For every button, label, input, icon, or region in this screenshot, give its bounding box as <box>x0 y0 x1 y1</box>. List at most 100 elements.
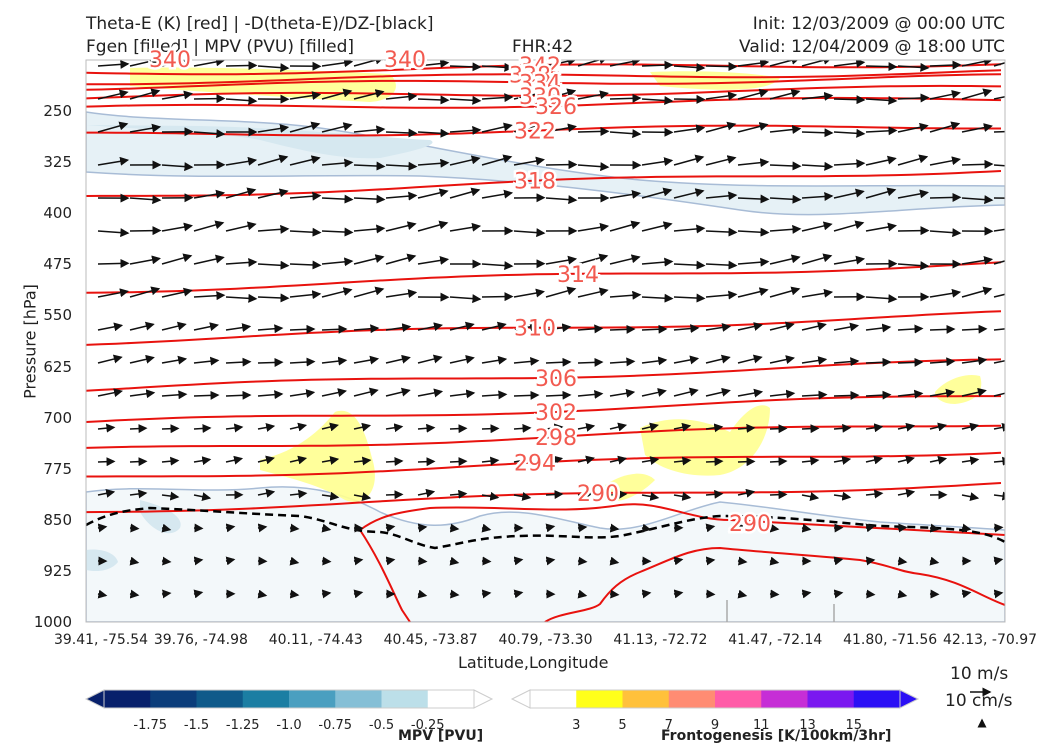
wind-vector <box>481 189 514 199</box>
wind-vector <box>737 60 770 68</box>
wind-vector <box>865 589 876 599</box>
wind-vector <box>641 157 674 167</box>
wind-vector <box>129 226 162 236</box>
wind-vector <box>417 589 428 599</box>
wind-vector <box>449 294 482 304</box>
wind-vector <box>321 257 354 267</box>
plot-frame <box>85 59 1006 623</box>
wind-vector <box>737 457 756 467</box>
wind-vector <box>705 62 738 72</box>
wind-vector <box>705 290 738 300</box>
wind-vector <box>417 354 443 364</box>
wind-vector <box>897 189 929 199</box>
wind-vector <box>289 589 300 599</box>
wind-vector <box>449 62 482 72</box>
wind-vector <box>97 258 130 268</box>
wind-vector <box>417 388 444 398</box>
theta-e-contour-label: 302 <box>535 401 577 426</box>
wind-vector <box>97 121 129 133</box>
wind-vector <box>705 260 738 270</box>
wind-vector <box>417 457 436 467</box>
wind-vector <box>865 222 897 232</box>
wind-vector <box>225 221 257 232</box>
wind-vector <box>481 390 508 400</box>
wind-vector <box>737 158 770 168</box>
wind-vector <box>417 95 450 105</box>
wind-vector <box>289 155 321 166</box>
title-left-line-2: Fgen [filled] | MPV (PVU) [filled] <box>86 37 355 57</box>
wind-vector <box>737 322 763 331</box>
wind-vector <box>577 126 610 136</box>
wind-vector <box>641 221 673 232</box>
fgen-colorbar-tick-label: 11 <box>752 718 770 733</box>
y-tick-label: 625 <box>43 357 72 376</box>
wind-vector <box>993 228 1005 232</box>
wind-vector <box>993 130 1005 133</box>
wind-vector <box>609 556 620 566</box>
wind-vector <box>161 589 172 599</box>
wind-vector <box>417 488 436 498</box>
theta-e-contour <box>86 73 1002 91</box>
wind-vector <box>97 89 129 100</box>
wind-vector <box>993 589 1004 599</box>
wind-vector <box>865 357 892 367</box>
wind-vector <box>865 523 876 533</box>
wind-vector <box>993 164 1005 167</box>
wind-vector <box>897 422 916 432</box>
wind-vector <box>481 491 500 501</box>
fgen-colorbar-swatch <box>853 690 901 708</box>
wind-vector <box>993 95 1005 100</box>
wind-vector <box>257 357 284 367</box>
wind-vector <box>577 589 588 599</box>
wind-vector <box>129 457 148 467</box>
wind-vector <box>385 387 411 397</box>
wind-vector <box>321 60 354 68</box>
mpv-colorbar-tick-label: -1.0 <box>276 718 302 733</box>
y-axis-label: Pressure [hPa] <box>20 284 40 399</box>
wind-vector <box>321 523 332 533</box>
wind-vector <box>225 293 258 303</box>
wind-vector <box>705 91 738 101</box>
wind-vector <box>257 324 284 334</box>
wind-vector <box>833 322 860 332</box>
wind-vector <box>385 323 412 333</box>
fgen-colorbar-tick-label: 9 <box>710 718 720 733</box>
wind-vector <box>545 390 572 400</box>
x-tick-label: 39.41, -75.54 <box>53 632 149 648</box>
wind-vector <box>929 357 956 367</box>
fgen-colorbar-swatch <box>807 690 855 708</box>
wind-vector <box>577 422 596 432</box>
wind-vector <box>353 324 380 334</box>
wind-vector <box>641 324 668 334</box>
wind-vector <box>897 62 930 72</box>
wind-vector <box>705 227 738 237</box>
wind-vector <box>481 589 492 599</box>
wind-vector <box>833 423 852 433</box>
wind-vector <box>961 195 994 205</box>
wind-vector <box>481 355 508 365</box>
wind-vector <box>993 491 1005 501</box>
wind-vector <box>257 390 284 400</box>
wind-vector <box>833 491 852 501</box>
wind-vector <box>769 424 788 434</box>
wind-vector <box>321 227 354 237</box>
wind-vector <box>897 455 915 465</box>
wind-vector <box>353 254 385 265</box>
x-tick-label: 41.13, -72.72 <box>613 632 708 648</box>
mpv-colorbar-swatch <box>335 690 382 708</box>
wind-vector <box>737 423 756 433</box>
wind-vector <box>161 456 180 466</box>
wind-vector <box>801 128 834 138</box>
wind-vector <box>513 322 539 332</box>
wind-vector <box>385 253 417 265</box>
wind-vector <box>577 222 610 232</box>
wind-vector <box>257 224 290 234</box>
wind-vector <box>513 589 524 599</box>
wind-vector <box>929 89 961 100</box>
wind-vector <box>993 293 1005 298</box>
x-tick-label: 39.76, -74.98 <box>153 632 248 648</box>
wind-vector <box>353 355 380 365</box>
wind-vector <box>225 523 236 533</box>
wind-vector <box>769 286 801 298</box>
wind-vector <box>801 589 812 599</box>
